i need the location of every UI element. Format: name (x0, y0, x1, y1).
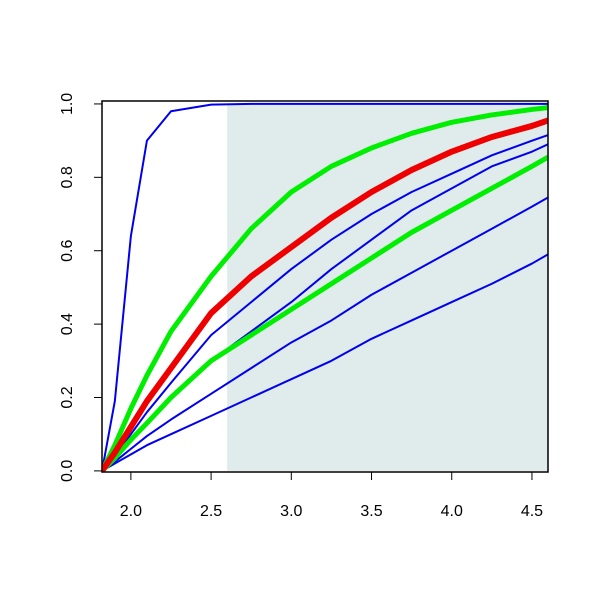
line (102, 105, 548, 472)
plot-frame (101, 100, 549, 473)
y-tick-label: 0.8 (59, 166, 76, 188)
x-tick-label: 2.5 (200, 503, 222, 520)
x-tick-label: 3.5 (360, 503, 382, 520)
shaded-region (227, 103, 548, 471)
line (102, 253, 548, 472)
y-tick-label: 0.6 (59, 240, 76, 262)
line (102, 154, 548, 472)
x-tick-label: 3.0 (280, 503, 302, 520)
line (102, 102, 548, 472)
y-tick-label: 1.0 (59, 93, 76, 115)
x-tick-label: 4.0 (441, 503, 463, 520)
plot-area (102, 102, 548, 472)
x-tick-label: 4.5 (521, 503, 543, 520)
y-tick-label: 0.2 (59, 386, 76, 408)
y-tick-label: 0.4 (59, 313, 76, 335)
y-tick-label: 0.0 (59, 460, 76, 482)
x-tick-label: 2.0 (120, 503, 142, 520)
line (102, 117, 548, 472)
line (102, 196, 548, 472)
line (102, 134, 548, 472)
